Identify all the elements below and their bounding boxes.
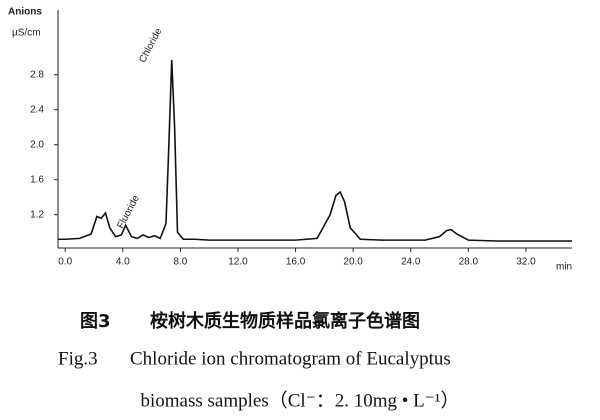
x-tick-label: 32.0 <box>516 257 536 268</box>
caption-label: 图3 <box>80 311 111 332</box>
y-tick-label: 2.0 <box>30 139 44 150</box>
caption-line: biomass samples（Cl⁻：2. 10mg • L⁻¹） <box>141 389 460 411</box>
x-tick-label: 12.0 <box>228 257 248 268</box>
caption-title: 桉树木质生物质样品氯离子色谱图 <box>150 310 420 332</box>
caption-label: Fig.3 <box>58 348 98 369</box>
caption-line: Chloride ion chromatogram of Eucalyptus <box>130 348 451 369</box>
annotation: Chloride <box>137 26 164 64</box>
x-tick-label: 4.0 <box>116 257 130 268</box>
x-unit: min <box>556 262 572 273</box>
y-tick-label: 2.4 <box>30 104 44 115</box>
x-tick-label: 0.0 <box>58 257 72 268</box>
x-tick-label: 28.0 <box>459 257 479 268</box>
y-axis-label: Anions <box>8 7 42 18</box>
x-tick-label: 16.0 <box>286 257 306 268</box>
x-tick-label: 24.0 <box>401 257 421 268</box>
trace <box>58 59 572 242</box>
x-tick-label: 20.0 <box>343 257 363 268</box>
y-tick-label: 1.6 <box>30 174 44 185</box>
x-tick-label: 8.0 <box>173 257 187 268</box>
annotation: Fluoride <box>115 193 142 230</box>
y-tick-label: 1.2 <box>30 209 44 220</box>
y-tick-label: 2.8 <box>30 69 44 80</box>
y-unit: µS/cm <box>12 28 41 39</box>
